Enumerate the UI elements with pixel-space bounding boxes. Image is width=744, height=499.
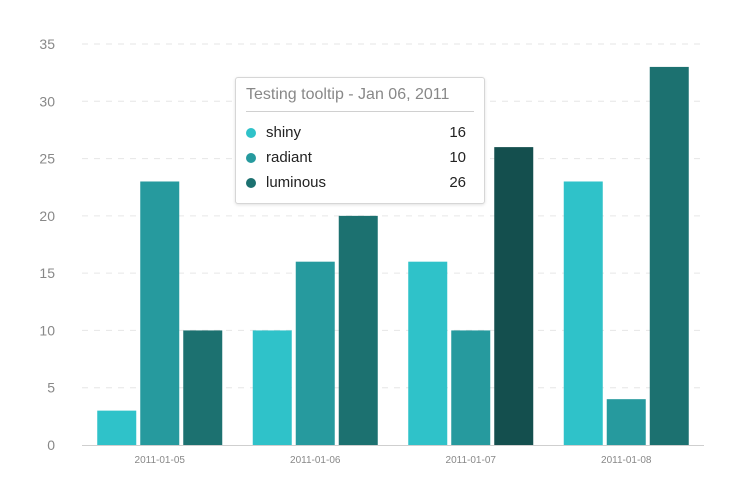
y-tick-label: 0 [47, 437, 55, 453]
tooltip-row-radiant: radiant 10 [246, 148, 466, 168]
bar-radiant-2011-01-06 [295, 261, 335, 445]
tooltip-row-luminous: luminous 26 [246, 173, 466, 193]
bar-shiny-2011-01-05 [97, 410, 137, 445]
tooltip-series-name: luminous [266, 174, 327, 191]
tooltip-series-value: 10 [449, 149, 466, 166]
tooltip-series-value: 16 [449, 124, 466, 141]
y-tick-label: 35 [39, 36, 55, 52]
bar-luminous-2011-01-05 [183, 330, 223, 445]
y-tick-label: 30 [39, 93, 55, 109]
y-tick-label: 15 [39, 265, 55, 281]
tooltip-row-shiny: shiny 16 [246, 123, 466, 143]
x-tick-label: 2011-01-07 [446, 455, 497, 466]
bar-radiant-2011-01-05 [140, 181, 180, 445]
tooltip-series-name: shiny [266, 124, 302, 141]
y-tick-label: 20 [39, 208, 55, 224]
series-dot-icon [246, 128, 256, 138]
x-tick-label: 2011-01-06 [290, 455, 341, 466]
bar-shiny-2011-01-06 [252, 330, 292, 445]
bar-shiny-2011-01-07 [408, 261, 448, 445]
bar-radiant-2011-01-08 [606, 399, 646, 445]
series-dot-icon [246, 178, 256, 188]
bar-luminous-2011-01-08 [649, 66, 689, 446]
series-dot-icon [246, 153, 256, 163]
tooltip-title: Testing tooltip - Jan 06, 2011 [246, 86, 474, 112]
tooltip-series-value: 26 [449, 174, 466, 191]
bar-luminous-2011-01-06 [338, 215, 378, 445]
bar-shiny-2011-01-08 [563, 181, 603, 445]
y-tick-label: 5 [47, 380, 55, 396]
chart-tooltip: Testing tooltip - Jan 06, 2011 shiny 16 … [235, 77, 485, 204]
y-tick-label: 25 [39, 151, 55, 167]
x-tick-label: 2011-01-08 [601, 455, 652, 466]
bar-luminous-2011-01-07 [494, 147, 534, 445]
bar-radiant-2011-01-07 [451, 330, 491, 445]
tooltip-series-name: radiant [266, 149, 312, 166]
y-tick-label: 10 [39, 322, 55, 338]
x-tick-label: 2011-01-05 [135, 455, 186, 466]
